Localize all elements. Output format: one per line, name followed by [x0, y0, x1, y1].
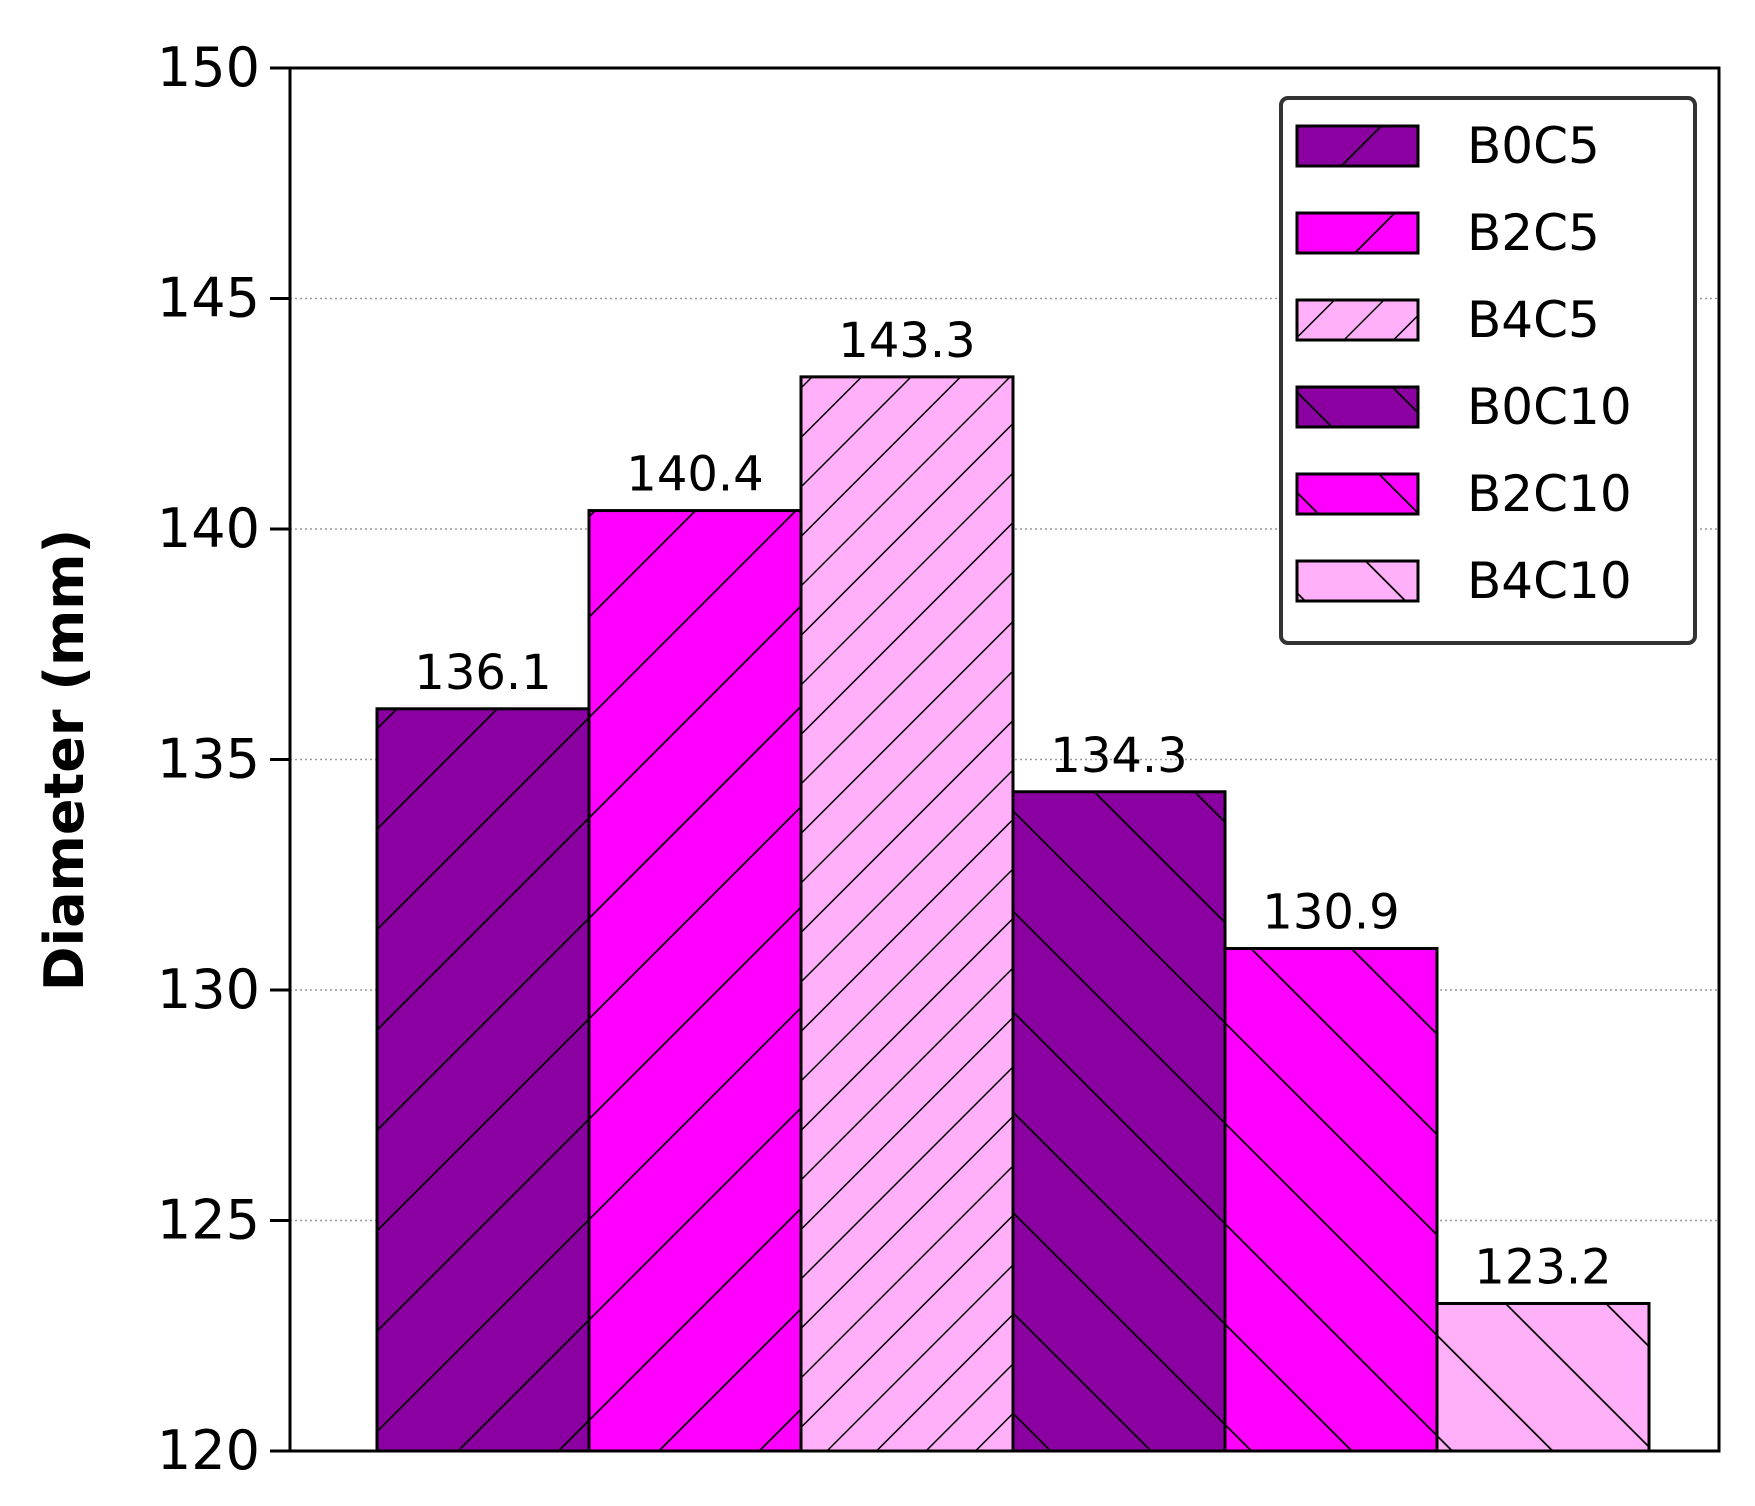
- legend-label: B4C5: [1467, 291, 1600, 349]
- y-tick-label: 125: [157, 1189, 260, 1252]
- bars: [375, 375, 1651, 1453]
- legend: B0C5 B2C5 B4C5 B0C10 B2C10 B4C10: [1279, 96, 1697, 645]
- legend-swatch-hatch: [1295, 472, 1420, 516]
- legend-label: B0C5: [1467, 117, 1600, 175]
- y-tick-label: 140: [157, 497, 260, 560]
- bar-value-label: 130.9: [1262, 885, 1399, 941]
- legend-swatch-hatch: [1295, 124, 1420, 168]
- bar-b2c5: [587, 509, 803, 1453]
- bar-value-label: 134.3: [1050, 728, 1187, 784]
- bar-value-label: 143.3: [838, 313, 975, 369]
- bar-value-label: 136.1: [414, 645, 551, 701]
- bar-value-label: 123.2: [1474, 1239, 1611, 1295]
- bar-value-labels: 136.1 140.4 143.3 134.3 130.9 123.2: [414, 313, 1611, 1296]
- bar-b0c5: [375, 707, 591, 1453]
- bar-b2c10: [1223, 947, 1439, 1453]
- bar-hatch: [1011, 790, 1227, 1453]
- legend-item-b2c10: B2C10: [1295, 465, 1632, 523]
- bar-b4c10: [1435, 1301, 1651, 1453]
- y-axis-ticks: 120 125 130 135 140 145 150: [157, 36, 290, 1482]
- legend-label: B2C5: [1467, 204, 1600, 262]
- y-tick-label: 130: [157, 958, 260, 1021]
- bar-hatch: [1223, 947, 1439, 1453]
- legend-label: B4C10: [1467, 552, 1632, 610]
- bar-hatch: [1435, 1301, 1651, 1453]
- bar-hatch: [587, 509, 803, 1453]
- bar-hatch: [799, 375, 1015, 1453]
- y-tick-label: 120: [157, 1419, 260, 1482]
- legend-swatch-hatch: [1295, 559, 1420, 603]
- legend-label: B0C10: [1467, 378, 1632, 436]
- legend-item-b0c10: B0C10: [1295, 378, 1632, 436]
- legend-item-b2c5: B2C5: [1295, 204, 1600, 262]
- legend-item-b4c10: B4C10: [1295, 552, 1632, 610]
- legend-label: B2C10: [1467, 465, 1632, 523]
- y-tick-label: 135: [157, 728, 260, 791]
- bar-value-label: 140.4: [626, 447, 763, 503]
- legend-swatch-hatch: [1295, 298, 1420, 342]
- legend-swatch-hatch: [1295, 211, 1420, 255]
- legend-item-b4c5: B4C5: [1295, 291, 1600, 349]
- bar-b4c5: [799, 375, 1015, 1453]
- bar-b0c10: [1011, 790, 1227, 1453]
- y-tick-label: 145: [157, 267, 260, 330]
- y-tick-label: 150: [157, 36, 260, 99]
- legend-swatch-hatch: [1295, 385, 1420, 429]
- bar-hatch: [375, 707, 591, 1453]
- y-axis-label: Diameter (mm): [33, 529, 96, 991]
- legend-item-b0c5: B0C5: [1295, 117, 1600, 175]
